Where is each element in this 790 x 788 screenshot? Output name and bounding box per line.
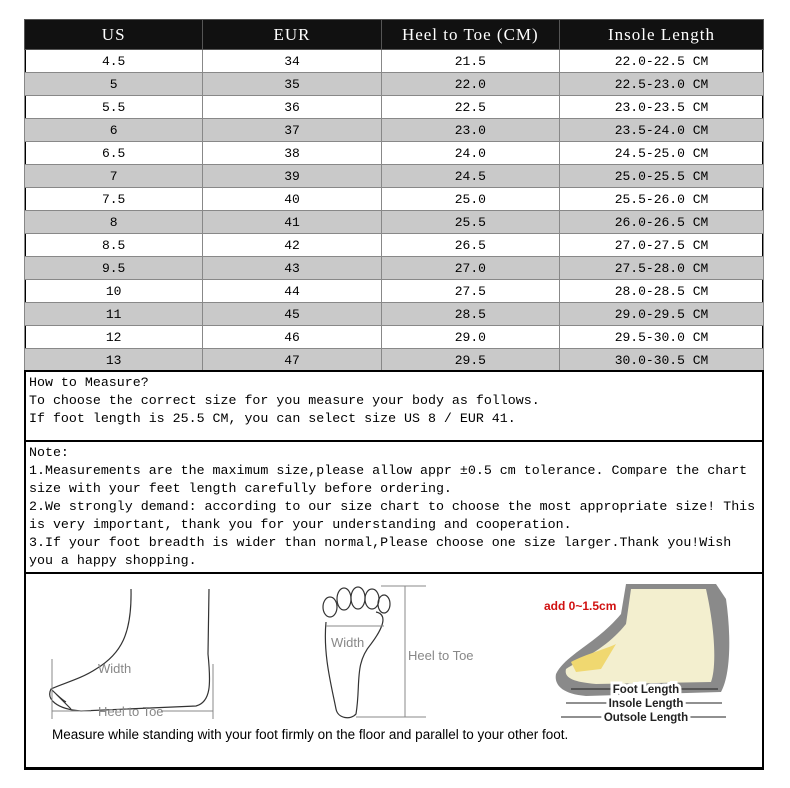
table-cell: 28.5 [380, 302, 561, 326]
table-cell: 6 [23, 118, 204, 142]
table-cell: 12 [23, 325, 204, 349]
table-row: 10 44 27.5 28.0-28.5 CM [23, 279, 764, 303]
sole-width-label: Width [331, 635, 364, 650]
table-cell: 45 [202, 302, 382, 326]
side-foot-drawing [49, 588, 211, 712]
table-cell: 23.0 [380, 118, 561, 142]
table-cell: 25.5-26.0 CM [559, 187, 764, 211]
table-cell: 8 [23, 210, 204, 234]
table-cell: 22.0 [380, 72, 561, 96]
note-item: 2.We strongly demand: according to our s… [29, 499, 756, 532]
table-row: 7 39 24.5 25.0-25.5 CM [23, 164, 764, 188]
table-cell: 25.0 [380, 187, 561, 211]
column-header: Insole Length [559, 19, 764, 50]
table-cell: 24.5 [380, 164, 561, 188]
table-cell: 8.5 [23, 233, 204, 257]
table-cell: 30.0-30.5 CM [559, 348, 764, 372]
table-cell: 35 [202, 72, 382, 96]
table-row: 9.5 43 27.0 27.5-28.0 CM [23, 256, 764, 280]
how-to-measure: How to Measure? To choose the correct si… [24, 370, 764, 440]
table-cell: 29.5-30.0 CM [559, 325, 764, 349]
table-cell: 5.5 [23, 95, 204, 119]
table-cell: 29.5 [380, 348, 561, 372]
insole-length-label: Insole Length [609, 698, 684, 710]
table-cell: 27.5-28.0 CM [559, 256, 764, 280]
note-item: 3.If your foot breadth is wider than nor… [29, 535, 732, 568]
table-cell: 38 [202, 141, 382, 165]
column-header: Heel to Toe (CM) [380, 19, 561, 50]
table-cell: 22.5 [380, 95, 561, 119]
side-heel-label: Heel to Toe [98, 704, 164, 719]
measure-line: If foot length is 25.5 CM, you can selec… [29, 411, 516, 426]
table-cell: 24.0 [380, 141, 561, 165]
table-row: 12 46 29.0 29.5-30.0 CM [23, 325, 764, 349]
column-header: US [23, 19, 204, 50]
table-cell: 11 [23, 302, 204, 326]
table-cell: 7 [23, 164, 204, 188]
table-row: 6.5 38 24.0 24.5-25.0 CM [23, 141, 764, 165]
table-cell: 22.5-23.0 CM [559, 72, 764, 96]
table-cell: 7.5 [23, 187, 204, 211]
measure-line: To choose the correct size for you measu… [29, 393, 540, 408]
shoe-cross-section [555, 584, 730, 696]
outsole-length-label: Outsole Length [604, 712, 688, 724]
table-cell: 27.0-27.5 CM [559, 233, 764, 257]
table-cell: 27.5 [380, 279, 561, 303]
note-title: Note: [29, 445, 69, 460]
table-cell: 21.5 [380, 49, 561, 73]
table-cell: 4.5 [23, 49, 204, 73]
table-cell: 46 [202, 325, 382, 349]
table-cell: 47 [202, 348, 382, 372]
table-cell: 36 [202, 95, 382, 119]
side-width-label: Width [98, 661, 131, 676]
table-cell: 10 [23, 279, 204, 303]
table-row: 13 47 29.5 30.0-30.5 CM [23, 348, 764, 372]
table-row: 5 35 22.0 22.5-23.0 CM [23, 72, 764, 96]
measure-caption: Measure while standing with your foot fi… [52, 727, 569, 742]
table-cell: 23.0-23.5 CM [559, 95, 764, 119]
table-cell: 41 [202, 210, 382, 234]
notes: Note: 1.Measurements are the maximum siz… [24, 440, 764, 572]
table-cell: 40 [202, 187, 382, 211]
table-row: 8 41 25.5 26.0-26.5 CM [23, 210, 764, 234]
table-cell: 13 [23, 348, 204, 372]
note-item: 1.Measurements are the maximum size,plea… [29, 463, 748, 496]
table-row: 5.5 36 22.5 23.0-23.5 CM [23, 95, 764, 119]
table-cell: 34 [202, 49, 382, 73]
table-cell: 44 [202, 279, 382, 303]
sole-drawing [322, 586, 391, 719]
column-header: EUR [202, 19, 382, 50]
table-row: 6 37 23.0 23.5-24.0 CM [23, 118, 764, 142]
table-cell: 25.5 [380, 210, 561, 234]
table-cell: 24.5-25.0 CM [559, 141, 764, 165]
table-cell: 37 [202, 118, 382, 142]
side-heel-arrow [51, 659, 214, 719]
table-row: 11 45 28.5 29.0-29.5 CM [23, 302, 764, 326]
table-cell: 42 [202, 233, 382, 257]
size-table: US EUR Heel to Toe (CM) Insole Length 4.5 34 2… [23, 19, 764, 372]
table-cell: 9.5 [23, 256, 204, 280]
table-cell: 23.5-24.0 CM [559, 118, 764, 142]
measure-title: How to Measure? [29, 375, 149, 390]
table-cell: 26.5 [380, 233, 561, 257]
table-cell: 29.0 [380, 325, 561, 349]
foot-length-label: Foot Length [613, 684, 679, 696]
table-row: 8.5 42 26.5 27.0-27.5 CM [23, 233, 764, 257]
table-cell: 25.0-25.5 CM [559, 164, 764, 188]
table-cell: 43 [202, 256, 382, 280]
table-row: 4.5 34 21.5 22.0-22.5 CM [23, 49, 764, 73]
table-cell: 28.0-28.5 CM [559, 279, 764, 303]
table-cell: 26.0-26.5 CM [559, 210, 764, 234]
measure-diagram: Width Heel to Toe Width Heel to Toe add … [24, 572, 764, 770]
table-cell: 22.0-22.5 CM [559, 49, 764, 73]
table-cell: 39 [202, 164, 382, 188]
table-cell: 5 [23, 72, 204, 96]
add-allowance-label: add 0~1.5cm [544, 599, 616, 613]
table-cell: 29.0-29.5 CM [559, 302, 764, 326]
sole-heel-label: Heel to Toe [408, 648, 474, 663]
table-row: 7.5 40 25.0 25.5-26.0 CM [23, 187, 764, 211]
foot-illustrations: Width Heel to Toe Width Heel to Toe add … [49, 584, 730, 727]
table-cell: 27.0 [380, 256, 561, 280]
table-cell: 6.5 [23, 141, 204, 165]
